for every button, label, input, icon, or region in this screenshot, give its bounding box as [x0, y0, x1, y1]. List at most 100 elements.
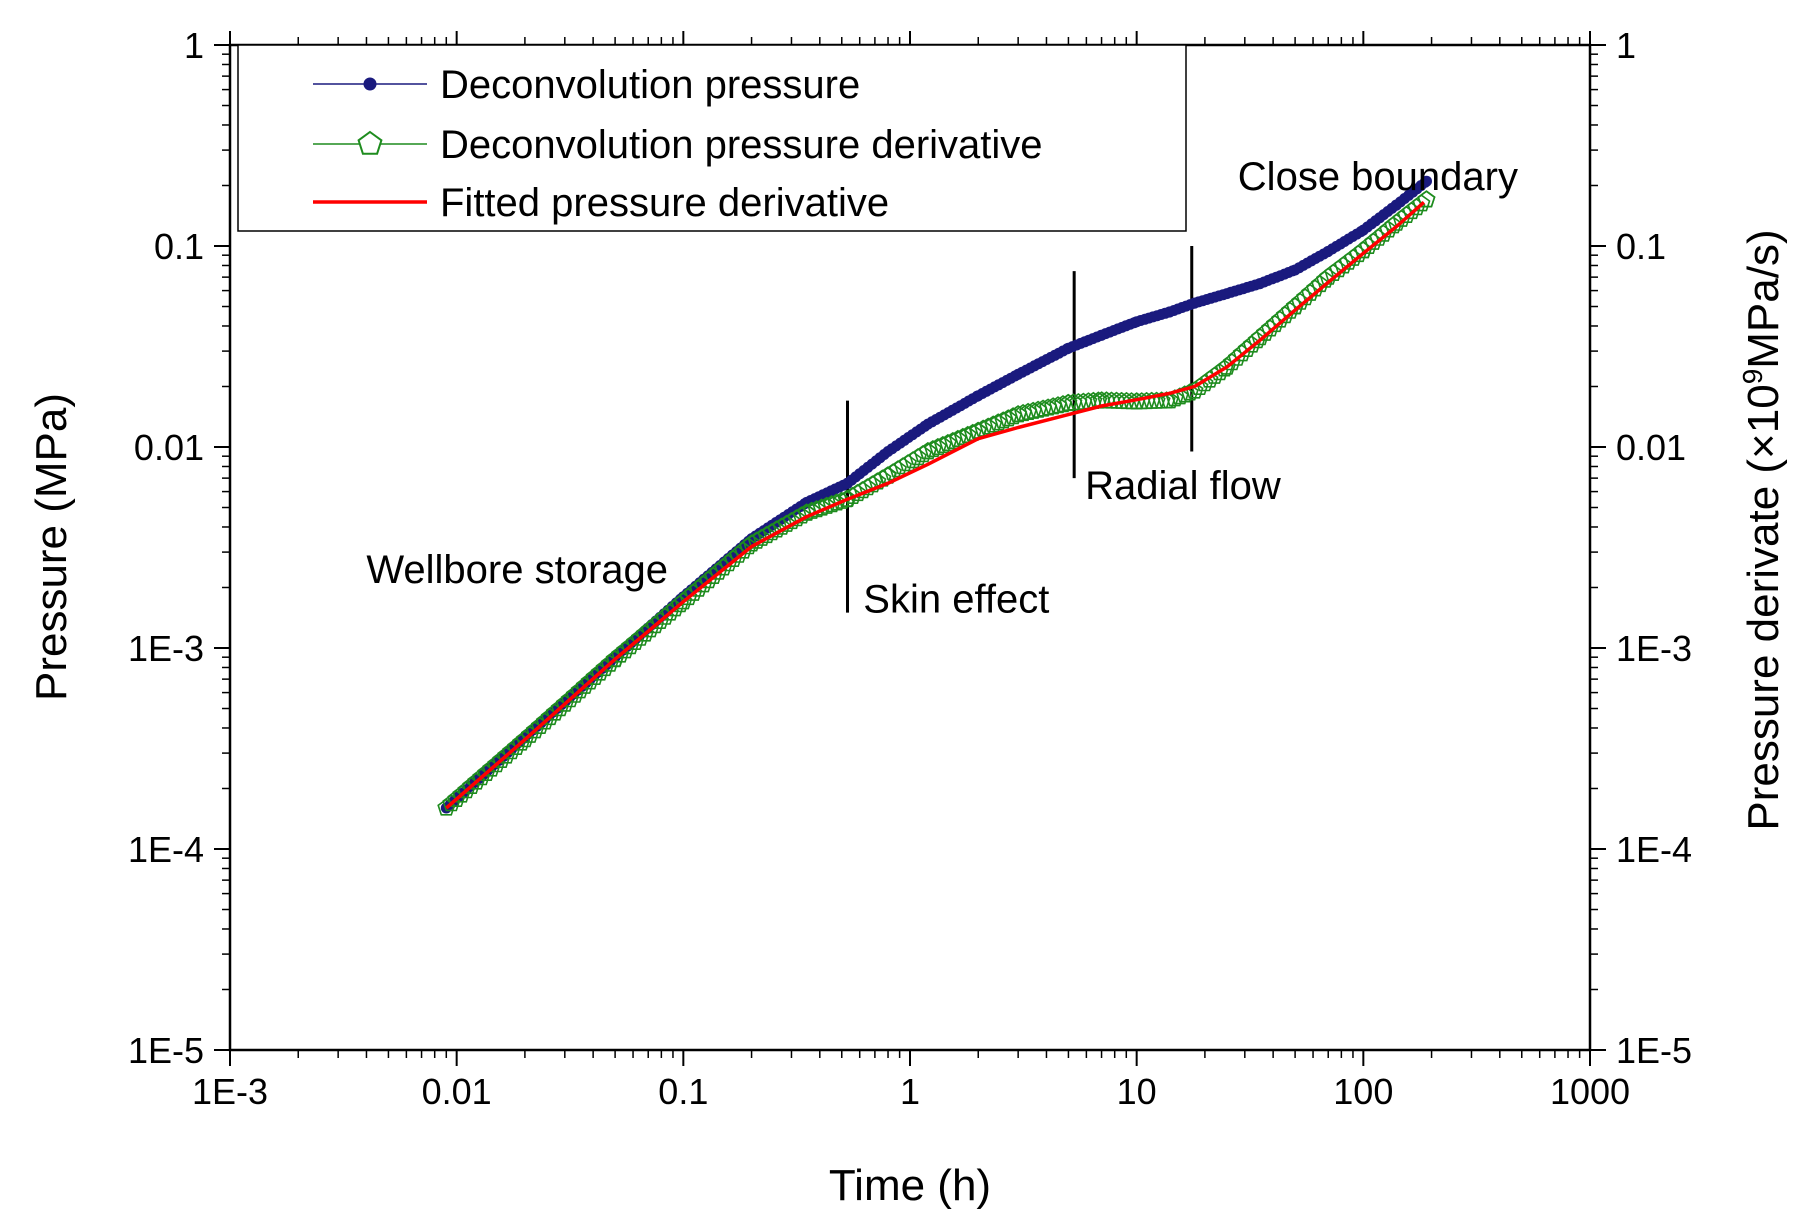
- deconvolution-derivative-point: [817, 496, 836, 514]
- legend-swatch-marker: [357, 130, 383, 155]
- deconvolution-derivative-point: [787, 509, 806, 527]
- deconvolution-derivative-point: [580, 672, 599, 690]
- deconvolution-derivative-point: [822, 495, 841, 513]
- deconvolution-derivative-point: [858, 478, 877, 496]
- x-tick-label: 1E-3: [192, 1071, 268, 1112]
- annotation-label: Close boundary: [1238, 155, 1518, 199]
- annotations: Wellbore storage Skin effect Radial flow Cl…: [366, 155, 1518, 622]
- legend-items: Deconvolution pressure Deconvolution pres…: [313, 63, 1043, 225]
- deconvolution-derivative-point: [802, 501, 821, 519]
- y-left-tick-label: 1E-3: [128, 628, 204, 669]
- y-right-tick-label: 1E-5: [1616, 1030, 1692, 1071]
- deconvolution-derivative-point: [747, 531, 766, 549]
- annotation-label: Radial flow: [1085, 464, 1281, 508]
- deconvolution-derivative-point: [1014, 403, 1033, 422]
- deconvolution-derivative-point: [545, 703, 564, 721]
- deconvolution-derivative-point: [742, 534, 761, 552]
- deconvolution-derivative-point: [565, 685, 584, 703]
- deconvolution-derivative-point: [1019, 402, 1038, 421]
- deconvolution-derivative-point: [989, 413, 1008, 431]
- y-axis-right-title-superscript: 9: [1737, 369, 1768, 385]
- legend: Deconvolution pressure Deconvolution pres…: [237, 44, 1187, 232]
- deconvolution-derivative-point: [767, 520, 786, 538]
- deconvolution-derivative-point: [595, 659, 614, 677]
- deconvolution-derivative-point: [913, 445, 932, 463]
- deconvolution-derivative-point: [1029, 400, 1048, 418]
- deconvolution-derivative-point: [762, 523, 781, 541]
- deconvolution-derivative-point: [953, 427, 972, 446]
- deconvolution-derivative-point: [943, 431, 962, 450]
- deconvolution-derivative-point: [512, 733, 531, 751]
- deconvolution-derivative-point: [994, 411, 1013, 429]
- deconvolution-derivative-point: [797, 503, 816, 521]
- deconvolution-derivative-point: [923, 440, 942, 458]
- legend-item: Deconvolution pressure: [313, 63, 860, 107]
- y-left-tick-label: 0.1: [154, 226, 204, 267]
- deconvolution-derivative-point: [752, 528, 771, 546]
- y-right-tick-label: 1E-3: [1616, 628, 1692, 669]
- deconvolution-derivative-point: [853, 481, 872, 499]
- legend-swatch-marker: [363, 77, 377, 91]
- deconvolution-derivative-point: [908, 448, 927, 466]
- deconvolution-derivative-point: [903, 451, 923, 469]
- series-deconvolution-pressure: [440, 175, 1432, 814]
- y-left-tick-label: 0.01: [134, 427, 204, 468]
- y-axis-right-title-prefix: Pressure derivate (×10: [1739, 384, 1788, 830]
- y-axis-left-title: Pressure (MPa): [27, 393, 76, 701]
- x-tick-label: 1000: [1550, 1071, 1630, 1112]
- legend-item: Deconvolution pressure derivative: [313, 123, 1043, 167]
- deconvolution-derivative-point: [570, 681, 589, 699]
- deconvolution-derivative-point: [979, 417, 998, 435]
- deconvolution-derivative-point: [525, 721, 544, 739]
- series-fitted-pressure-derivative: [445, 200, 1426, 810]
- x-tick-label: 0.01: [422, 1071, 492, 1112]
- deconvolution-derivative-point: [1329, 260, 1348, 278]
- y-left-tick-label: 1E-5: [128, 1030, 204, 1071]
- deconvolution-derivative-point: [1049, 396, 1068, 414]
- deconvolution-derivative-point: [928, 437, 947, 456]
- y-right-tick-label: 1: [1616, 25, 1636, 66]
- deconvolution-derivative-point: [893, 457, 913, 475]
- x-tick-label: 100: [1333, 1071, 1393, 1112]
- y-axis-right-title: Pressure derivate (×109MPa/s): [1737, 229, 1788, 830]
- y-left-tick-label: 1: [184, 25, 204, 66]
- deconvolution-derivative-point: [807, 500, 826, 518]
- deconvolution-derivative-point: [918, 442, 937, 460]
- deconvolution-derivative-point: [948, 429, 967, 448]
- y-axis-right-title-suffix: MPa/s): [1739, 229, 1788, 368]
- annotation-label: Wellbore storage: [366, 548, 668, 592]
- x-tick-label: 0.1: [658, 1071, 708, 1112]
- series-deconvolution-pressure-derivative: [437, 190, 1436, 816]
- deconvolution-derivative-point: [1417, 190, 1436, 208]
- deconvolution-derivative-point: [1009, 405, 1028, 423]
- deconvolution-derivative-point: [585, 667, 604, 686]
- legend-item: Fitted pressure derivative: [313, 181, 889, 225]
- deconvolution-derivative-point: [1053, 395, 1073, 413]
- deconvolution-derivative-point: [530, 716, 549, 735]
- data-series: [437, 175, 1436, 816]
- deconvolution-derivative-point: [984, 415, 1003, 433]
- deconvolution-derivative-point: [1190, 377, 1209, 396]
- deconvolution-derivative-point: [812, 498, 831, 516]
- deconvolution-derivative-point: [515, 730, 534, 748]
- deconvolution-derivative-point: [898, 454, 918, 472]
- deconvolution-derivative-point: [848, 483, 867, 502]
- deconvolution-derivative-point: [757, 525, 776, 544]
- deconvolution-derivative-point: [1160, 391, 1179, 409]
- deconvolution-derivative-point: [792, 506, 811, 524]
- deconvolution-derivative-point: [555, 694, 574, 712]
- y-left-tick-label: 1E-4: [128, 829, 204, 870]
- deconvolution-derivative-point: [999, 409, 1018, 427]
- deconvolution-derivative-point: [540, 707, 559, 726]
- deconvolution-derivative-point: [1301, 283, 1320, 301]
- deconvolution-derivative-point: [933, 435, 952, 454]
- deconvolution-derivative-point: [550, 699, 569, 717]
- deconvolution-derivative-point: [1195, 374, 1214, 392]
- deconvolution-derivative-point: [772, 517, 791, 535]
- legend-label: Deconvolution pressure derivative: [440, 123, 1043, 167]
- x-tick-label: 10: [1117, 1071, 1157, 1112]
- deconvolution-derivative-point: [782, 511, 801, 530]
- axis-ticks: [214, 31, 1606, 1066]
- deconvolution-derivative-point: [1412, 194, 1431, 212]
